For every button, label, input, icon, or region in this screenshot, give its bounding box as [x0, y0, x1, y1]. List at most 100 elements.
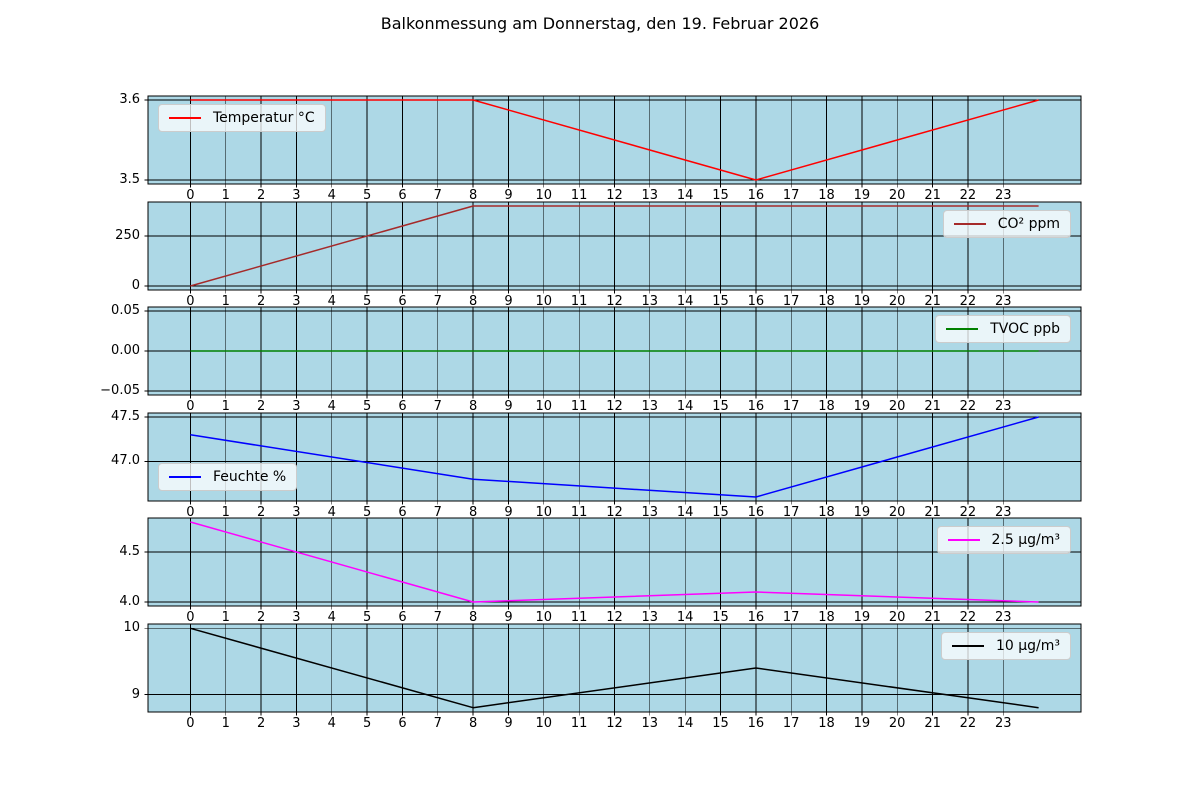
x-tick-label: 11 — [570, 293, 588, 309]
x-tick-label: 14 — [676, 716, 694, 731]
x-tick-label: 6 — [398, 399, 407, 415]
x-tick-label: 12 — [606, 504, 623, 520]
x-tick-label: 0 — [186, 610, 195, 626]
y-tick-label: 9 — [131, 686, 140, 702]
x-tick-label: 12 — [606, 716, 623, 731]
x-tick-label: 18 — [818, 504, 835, 520]
x-tick-label: 11 — [570, 610, 588, 626]
x-tick-label: 5 — [362, 293, 372, 309]
series-line — [190, 521, 1039, 604]
x-tick-label: 9 — [504, 399, 513, 415]
axes-frame — [147, 623, 1082, 713]
x-tick-label: 18 — [818, 188, 835, 203]
figure-title: Balkonmessung am Donnerstag, den 19. Feb… — [380, 14, 820, 33]
y-tick-label: 0.00 — [111, 343, 140, 359]
axes-frame — [147, 412, 1082, 502]
x-tick-label: 4 — [327, 504, 336, 520]
x-tick-label: 5 — [362, 399, 372, 415]
y-tick-label: 250 — [115, 227, 140, 243]
x-tick-label: 2 — [256, 610, 266, 626]
x-tick-label: 12 — [606, 399, 623, 415]
x-tick-label: 5 — [362, 188, 372, 203]
legend-line-pm10-icon — [951, 645, 984, 647]
x-tick-label: 12 — [606, 610, 623, 626]
legend-tvoc: TVOC ppb — [935, 315, 1071, 344]
x-tick-label: 13 — [641, 716, 659, 731]
legend-line-feuchte-icon — [169, 475, 201, 478]
x-tick-label: 15 — [712, 293, 729, 309]
x-tick-label: 23 — [995, 610, 1012, 626]
y-tick-label: 10 — [123, 620, 140, 636]
y-tick-label: 0 — [131, 277, 140, 293]
x-tick-label: 5 — [362, 504, 372, 520]
legend-line-pm25-icon — [947, 539, 980, 542]
subplot-pm10: 10 µg/m³ 0 1 2 3 4 5 6 7 8 9 10 11 12 13 14 15 16 17 18 19 2… — [123, 620, 1082, 731]
x-tick-label: 9 — [504, 188, 513, 203]
x-tick-label: 17 — [782, 293, 800, 309]
x-tick-label: 16 — [747, 399, 765, 415]
legend-label-co2: CO² ppm — [997, 215, 1060, 232]
x-tick-label: 10 — [535, 504, 553, 520]
x-tick-label: 1 — [221, 716, 230, 731]
x-tick-label: 3 — [292, 188, 301, 203]
x-tick-label: 19 — [853, 610, 871, 626]
x-tick-label: 20 — [888, 399, 906, 415]
x-tick-label: 16 — [747, 293, 765, 309]
x-tick-label: 0 — [186, 504, 195, 520]
x-tick-label: 20 — [888, 610, 906, 626]
y-tick-label: 4.5 — [119, 544, 140, 560]
x-tick-label: 10 — [535, 716, 553, 731]
x-tick-label: 13 — [641, 504, 659, 520]
x-tick-label: 3 — [292, 293, 301, 309]
subplot-feuchte: Feuchte % 0 1 2 3 4 5 6 7 8 9 10 11 12 13 14 15 16 17 18 19… — [111, 409, 1082, 520]
legend-label-tvoc: TVOC ppb — [990, 321, 1060, 338]
x-tick-label: 16 — [747, 188, 765, 203]
x-tick-label: 13 — [641, 188, 659, 203]
x-tick-label: 19 — [853, 188, 871, 203]
x-tick-label: 12 — [606, 293, 623, 309]
y-tick-label: −0.05 — [100, 383, 140, 399]
axes-frame — [147, 306, 1082, 396]
x-tick-label: 20 — [888, 188, 906, 203]
x-tick-label: 23 — [995, 716, 1012, 731]
x-tick-label: 1 — [221, 504, 230, 520]
x-tick-label: 14 — [676, 610, 694, 626]
x-tick-label: 22 — [959, 716, 977, 731]
legend-label-feuchte: Feuchte % — [213, 468, 287, 485]
x-tick-label: 14 — [676, 188, 694, 203]
x-tick-label: 18 — [818, 399, 835, 415]
x-tick-label: 7 — [433, 504, 442, 520]
temperatur-plot-area — [144, 95, 1082, 188]
x-tick-label: 15 — [712, 610, 729, 626]
x-tick-label: 23 — [995, 293, 1012, 309]
x-tick-label: 17 — [782, 610, 800, 626]
x-tick-label: 13 — [641, 399, 659, 415]
series-line — [190, 99, 1039, 181]
x-tick-label: 21 — [924, 293, 941, 309]
x-tick-label: 8 — [468, 399, 478, 415]
legend-line-tvoc-icon — [946, 328, 979, 331]
x-tick-label: 6 — [398, 610, 407, 626]
pm25-plot-area — [144, 517, 1082, 610]
x-tick-label: 4 — [327, 399, 336, 415]
x-tick-label: 3 — [292, 399, 301, 415]
x-tick-label: 1 — [221, 188, 230, 203]
x-tick-label: 22 — [959, 188, 977, 203]
x-tick-label: 7 — [433, 293, 442, 309]
series-line — [190, 416, 1039, 498]
x-tick-label: 3 — [292, 610, 301, 626]
legend-label-pm10: 10 µg/m³ — [995, 638, 1060, 654]
x-tick-label: 17 — [782, 188, 800, 203]
x-tick-label: 23 — [995, 504, 1012, 520]
x-tick-label: 4 — [327, 188, 336, 203]
x-tick-label: 22 — [959, 610, 977, 626]
x-tick-label: 0 — [186, 399, 195, 415]
x-tick-label: 4 — [327, 716, 336, 731]
x-tick-label: 15 — [712, 504, 729, 520]
x-tick-label: 8 — [468, 504, 478, 520]
x-tick-label: 4 — [327, 610, 336, 626]
x-tick-label: 21 — [924, 188, 941, 203]
x-tick-label: 14 — [676, 399, 694, 415]
subplot-co2: CO² ppm 0 1 2 3 4 5 6 7 8 9 10 11 12 13 14 15 16 17 18 19 20… — [115, 201, 1082, 309]
x-tick-label: 11 — [570, 716, 588, 731]
